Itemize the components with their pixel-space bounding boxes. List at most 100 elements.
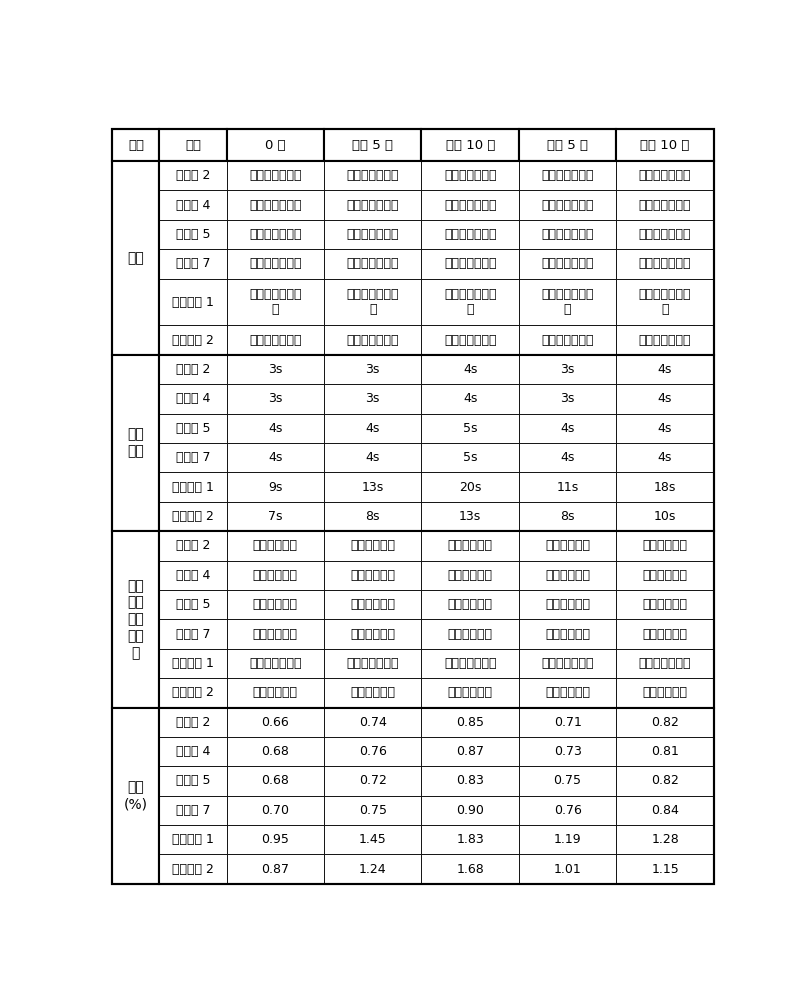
Text: 实施例 2: 实施例 2: [176, 716, 210, 729]
Text: 7s: 7s: [268, 510, 283, 523]
Text: 类白色疏松块状
物: 类白色疏松块状 物: [542, 288, 594, 316]
Text: 白色疏松块状物: 白色疏松块状物: [249, 228, 301, 241]
Bar: [519, 325, 617, 355]
Text: 淡黄色澄明液体: 淡黄色澄明液体: [249, 657, 301, 670]
Text: 实施例 7: 实施例 7: [176, 628, 210, 641]
Text: 4s: 4s: [658, 451, 672, 464]
Bar: [160, 590, 226, 619]
Text: 无色澄明液体: 无色澄明液体: [545, 628, 590, 641]
Text: 白色疏松块状物: 白色疏松块状物: [639, 228, 692, 241]
Text: 淡黄色澄明液体: 淡黄色澄明液体: [347, 657, 399, 670]
Bar: [324, 796, 422, 825]
Bar: [226, 502, 324, 531]
Text: 0.83: 0.83: [456, 774, 484, 787]
Text: 0.70: 0.70: [261, 804, 289, 817]
Text: 实施例 7: 实施例 7: [176, 257, 210, 270]
Text: 1.19: 1.19: [554, 833, 581, 846]
Text: 白色疏松块状物: 白色疏松块状物: [347, 257, 399, 270]
Text: 光照 5 天: 光照 5 天: [547, 139, 588, 152]
Text: 3s: 3s: [268, 392, 283, 405]
Bar: [160, 190, 226, 220]
Bar: [160, 561, 226, 590]
Bar: [112, 355, 160, 531]
Bar: [160, 766, 226, 796]
Bar: [226, 190, 324, 220]
Text: 复溶
速度: 复溶 速度: [127, 428, 144, 458]
Text: 对比制剂 2: 对比制剂 2: [172, 334, 214, 347]
Bar: [519, 825, 617, 854]
Bar: [324, 561, 422, 590]
Bar: [422, 796, 519, 825]
Text: 水分
(%): 水分 (%): [124, 780, 147, 811]
Text: 4s: 4s: [463, 363, 477, 376]
Text: 无色澄明液体: 无色澄明液体: [447, 569, 492, 582]
Bar: [422, 190, 519, 220]
Bar: [226, 414, 324, 443]
Text: 3s: 3s: [560, 363, 575, 376]
Text: 4s: 4s: [366, 422, 380, 435]
Bar: [226, 325, 324, 355]
Text: 0.76: 0.76: [359, 745, 387, 758]
Bar: [519, 249, 617, 279]
Bar: [422, 220, 519, 249]
Bar: [226, 854, 324, 884]
Bar: [617, 825, 714, 854]
Bar: [519, 590, 617, 619]
Bar: [422, 161, 519, 190]
Bar: [422, 590, 519, 619]
Text: 无色澄明液体: 无色澄明液体: [642, 539, 688, 552]
Text: 无色澄明液体: 无色澄明液体: [253, 569, 298, 582]
Bar: [160, 796, 226, 825]
Bar: [160, 472, 226, 502]
Bar: [226, 220, 324, 249]
Bar: [160, 619, 226, 649]
Bar: [160, 531, 714, 708]
Text: 白色疏松块状物: 白色疏松块状物: [444, 257, 496, 270]
Text: 0.68: 0.68: [261, 745, 289, 758]
Bar: [519, 220, 617, 249]
Text: 4s: 4s: [366, 451, 380, 464]
Text: 13s: 13s: [459, 510, 481, 523]
Text: 4s: 4s: [658, 363, 672, 376]
Text: 实施例 2: 实施例 2: [176, 169, 210, 182]
Text: 无色澄明液体: 无色澄明液体: [253, 628, 298, 641]
Text: 1.01: 1.01: [554, 863, 581, 876]
Bar: [422, 414, 519, 443]
Text: 0.71: 0.71: [554, 716, 582, 729]
Text: 3s: 3s: [560, 392, 575, 405]
Text: 1.24: 1.24: [359, 863, 387, 876]
Text: 1.15: 1.15: [651, 863, 679, 876]
Text: 无色澄明液体: 无色澄明液体: [351, 569, 395, 582]
Text: 0.85: 0.85: [456, 716, 484, 729]
Bar: [324, 355, 422, 384]
Bar: [617, 678, 714, 708]
Text: 白色疏松块状物: 白色疏松块状物: [542, 257, 594, 270]
Text: 白色疏松块状物: 白色疏松块状物: [347, 334, 399, 347]
Text: 5s: 5s: [463, 451, 477, 464]
Text: 白色疏松块状物: 白色疏松块状物: [347, 228, 399, 241]
Text: 无色澄明液体: 无色澄明液体: [447, 598, 492, 611]
Text: 无色澄明液体: 无色澄明液体: [447, 628, 492, 641]
Text: 无色澄明液体: 无色澄明液体: [642, 628, 688, 641]
Bar: [160, 355, 226, 384]
Bar: [160, 531, 226, 561]
Text: 对比制剂 1: 对比制剂 1: [172, 657, 214, 670]
Bar: [160, 737, 226, 766]
Text: 0.95: 0.95: [261, 833, 289, 846]
Bar: [422, 384, 519, 414]
Text: 0.72: 0.72: [359, 774, 387, 787]
Bar: [324, 678, 422, 708]
Bar: [422, 502, 519, 531]
Bar: [617, 708, 714, 737]
Bar: [422, 443, 519, 472]
Bar: [324, 854, 422, 884]
Bar: [324, 384, 422, 414]
Text: 无色澄明液体: 无色澄明液体: [253, 539, 298, 552]
Bar: [324, 737, 422, 766]
Bar: [519, 279, 617, 325]
Text: 对比制剂 2: 对比制剂 2: [172, 510, 214, 523]
Bar: [617, 249, 714, 279]
Bar: [324, 590, 422, 619]
Bar: [226, 443, 324, 472]
Bar: [160, 854, 226, 884]
